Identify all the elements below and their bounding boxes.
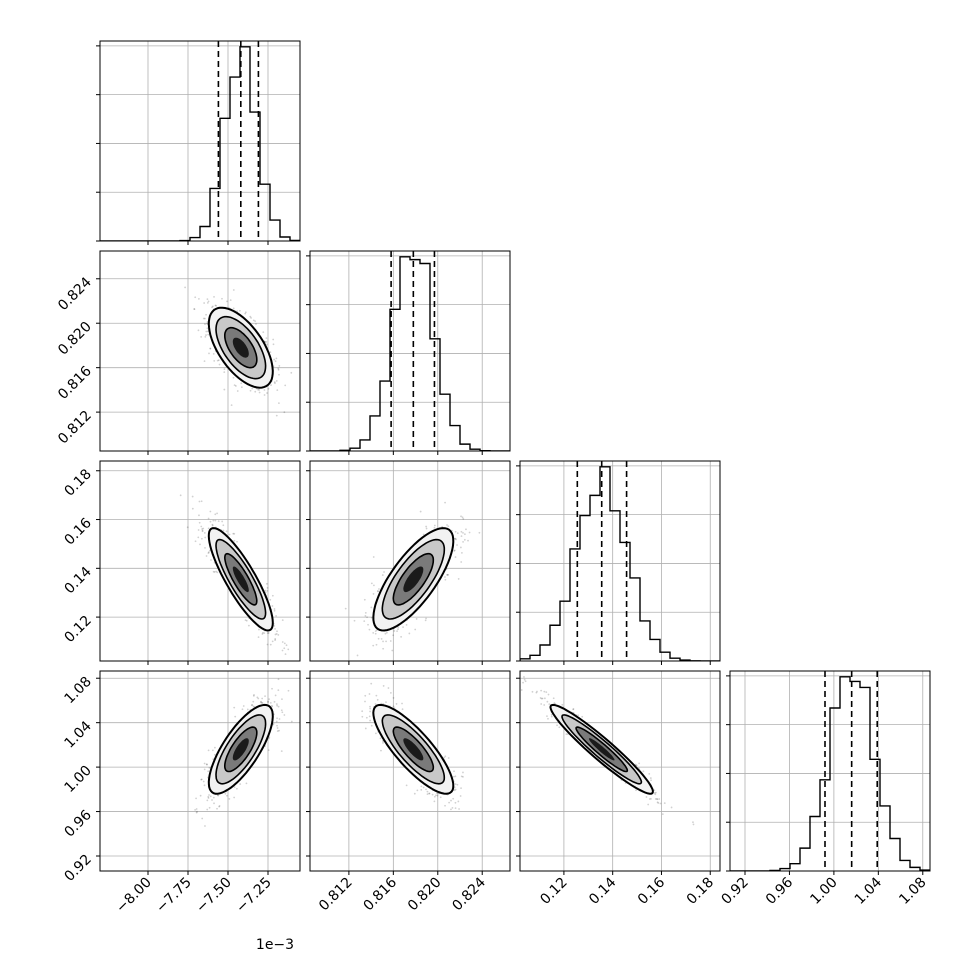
contour-level-3 <box>588 738 615 761</box>
y-tick-label: 0.820 <box>55 319 95 359</box>
scatter-panel-3-0: −8.00−7.75−7.50−7.25 0.92 0.96 1.00 1.04 1.08 <box>61 670 301 917</box>
x-tick-label: −7.75 <box>153 875 195 917</box>
x-tick-label: −7.25 <box>233 875 275 917</box>
scatter-panel-3-1: 0.812 0.816 0.820 0.824 <box>306 670 511 915</box>
axes-frame <box>99 460 301 662</box>
x-tick-label: 1.08 <box>896 875 929 908</box>
hist-panel-3: 0.92 0.96 1.00 1.04 1.08 <box>718 670 931 908</box>
x-tick-label: 0.820 <box>405 875 445 915</box>
x-tick-label: 0.16 <box>635 874 668 907</box>
hist-panel-2 <box>516 460 721 665</box>
histogram-step <box>730 676 930 871</box>
axes-frame <box>729 670 931 872</box>
x-tick-label: 0.96 <box>763 874 796 907</box>
contour-level-3 <box>403 566 424 593</box>
tick-marks <box>516 465 711 665</box>
axes-frame <box>99 250 301 452</box>
contour-level-3 <box>403 738 424 761</box>
y-tick-label: 0.16 <box>61 515 94 548</box>
scatter-panel-2-1 <box>306 460 511 665</box>
x-tick-label: 0.824 <box>449 874 489 914</box>
grid <box>310 251 510 451</box>
x-tick-label: −7.50 <box>193 875 235 917</box>
tick-marks <box>96 278 269 455</box>
grid <box>520 461 720 661</box>
grid <box>100 461 300 661</box>
contour-level-3 <box>232 738 249 761</box>
axes-frame <box>99 40 301 242</box>
x-tick-label: −8.00 <box>113 875 155 917</box>
hist-panel-1 <box>306 250 511 455</box>
contour-level-3 <box>232 337 249 358</box>
y-tick-label: 0.96 <box>61 807 94 840</box>
contour-level-3 <box>232 566 249 593</box>
tick-marks <box>96 45 269 245</box>
y-tick-label: 0.92 <box>61 852 94 885</box>
tick-marks <box>726 675 924 875</box>
axes-frame <box>519 460 721 662</box>
y-tick-label: 1.00 <box>61 763 94 796</box>
axes-frame <box>519 670 721 872</box>
grid <box>100 41 300 241</box>
tick-marks <box>96 677 269 875</box>
x-tick-label: 0.18 <box>684 875 717 908</box>
histogram-step <box>100 46 300 241</box>
tick-marks <box>306 677 483 875</box>
tick-marks <box>96 470 269 665</box>
x-tick-label: 0.812 <box>316 875 356 915</box>
y-tick-label: 1.04 <box>61 718 94 751</box>
scatter-panel-3-2: 0.12 0.14 0.16 0.18 <box>516 670 721 908</box>
y-tick-label: 0.816 <box>55 363 95 403</box>
scatter-panel-2-0: 0.12 0.14 0.16 0.18 <box>61 460 301 665</box>
axis-offset-label: 1e−3 <box>256 937 294 953</box>
x-tick-label: 0.14 <box>586 874 619 907</box>
y-tick-label: 1.08 <box>61 674 94 707</box>
axes-frame <box>99 670 301 872</box>
y-tick-label: 0.812 <box>55 408 95 448</box>
hist-panel-0 <box>96 40 301 245</box>
tick-marks <box>306 255 483 455</box>
x-tick-label: 1.00 <box>807 875 840 908</box>
histogram-step <box>310 256 510 451</box>
y-tick-label: 0.824 <box>55 274 95 314</box>
axes-frame <box>309 250 511 452</box>
tick-marks <box>516 677 711 875</box>
x-tick-label: 0.12 <box>537 875 570 908</box>
histogram-step <box>520 466 720 661</box>
y-tick-label: 0.12 <box>61 613 94 646</box>
grid <box>100 671 300 871</box>
y-tick-label: 0.14 <box>61 564 94 597</box>
x-tick-label: 0.92 <box>718 875 751 908</box>
grid <box>310 671 510 871</box>
y-tick-label: 0.18 <box>61 466 94 499</box>
grid <box>730 671 930 871</box>
axes-frame <box>309 670 511 872</box>
x-tick-label: 1.04 <box>852 874 885 907</box>
tick-marks <box>306 470 483 665</box>
grid <box>100 251 300 451</box>
axes-frame <box>309 460 511 662</box>
x-tick-label: 0.816 <box>360 874 400 914</box>
